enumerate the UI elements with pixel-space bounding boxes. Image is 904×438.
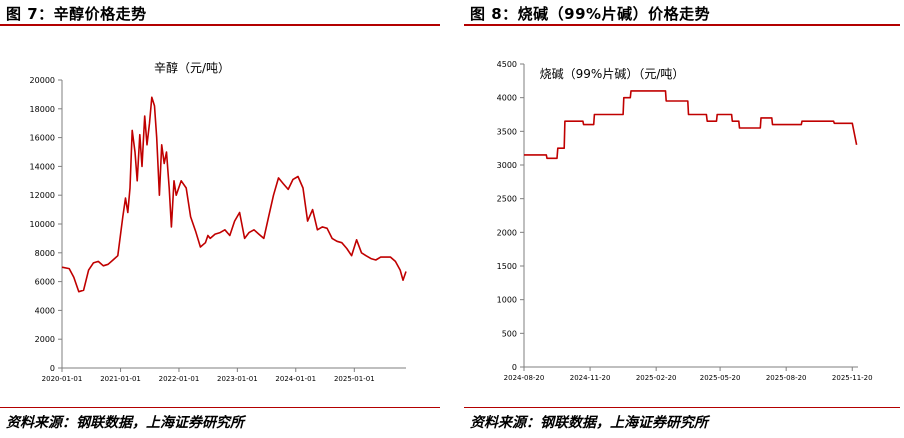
x-tick-label: 2025-11-20 (832, 374, 873, 382)
price-series-line (524, 90, 858, 160)
y-tick-label: 2500 (497, 195, 517, 204)
y-tick-label: 20000 (30, 76, 55, 85)
source-rule (464, 407, 900, 408)
data-source-note: 资料来源：钢联数据，上海证券研究所 (6, 415, 244, 431)
price-series-line (61, 96, 407, 293)
figure-title: 图 8：烧碱（99%片碱）价格走势 (470, 5, 711, 23)
y-tick-label: 14000 (30, 162, 55, 171)
y-tick-label: 18000 (30, 105, 55, 114)
x-tick-label: 2020-01-01 (42, 375, 83, 383)
x-tick-label: 2025-01-01 (334, 375, 375, 383)
x-tick-label: 2023-01-01 (217, 375, 258, 383)
x-tick-label: 2025-02-20 (636, 374, 677, 382)
y-tick-label: 8000 (35, 249, 55, 258)
y-tick-label: 4000 (497, 94, 517, 103)
y-tick-label: 2000 (35, 335, 55, 344)
x-tick-label: 2024-11-20 (570, 374, 611, 382)
y-tick-label: 0 (512, 363, 517, 372)
y-tick-label: 6000 (35, 278, 55, 287)
chart-title: 烧碱（99%片碱）（元/吨） (540, 67, 685, 81)
y-tick-label: 2000 (497, 228, 517, 237)
y-tick-label: 1000 (497, 296, 517, 305)
y-tick-label: 4500 (497, 60, 517, 69)
x-tick-label: 2025-08-20 (766, 374, 807, 382)
y-tick-label: 16000 (30, 134, 55, 143)
y-tick-label: 10000 (30, 220, 55, 229)
y-tick-label: 500 (502, 329, 517, 338)
title-rule (0, 24, 440, 26)
data-source-note: 资料来源：钢联数据，上海证券研究所 (470, 415, 708, 431)
x-tick-label: 2024-08-20 (504, 374, 545, 382)
x-tick-label: 2024-01-01 (275, 375, 316, 383)
caustic-soda-price-chart: 烧碱（99%片碱）（元/吨） 0 500 1000 1500 2000 2500 3000 35… (497, 60, 873, 382)
octanol-price-chart: 辛醇（元/吨） 0 2000 4000 6000 8000 10000 12000 14000 1… (30, 60, 407, 383)
figure-panel-octanol: 图 7：辛醇价格走势 辛醇（元/吨） 0 2000 4000 6000 8000 10000… (0, 0, 440, 438)
y-tick-label: 0 (50, 364, 55, 373)
y-tick-label: 1500 (497, 262, 517, 271)
chart-title: 辛醇（元/吨） (154, 60, 230, 75)
title-rule (464, 24, 900, 26)
y-tick-label: 4000 (35, 306, 55, 315)
x-tick-label: 2022-01-01 (159, 375, 200, 383)
y-tick-label: 3000 (497, 161, 517, 170)
y-tick-label: 3500 (497, 127, 517, 136)
figure-title: 图 7：辛醇价格走势 (6, 5, 147, 23)
source-rule (0, 407, 440, 408)
y-tick-label: 12000 (30, 191, 55, 200)
x-tick-label: 2021-01-01 (100, 375, 141, 383)
x-tick-label: 2025-05-20 (700, 374, 741, 382)
figure-panel-caustic-soda: 图 8：烧碱（99%片碱）价格走势 烧碱（99%片碱）（元/吨） 0 500 1000… (464, 0, 904, 438)
